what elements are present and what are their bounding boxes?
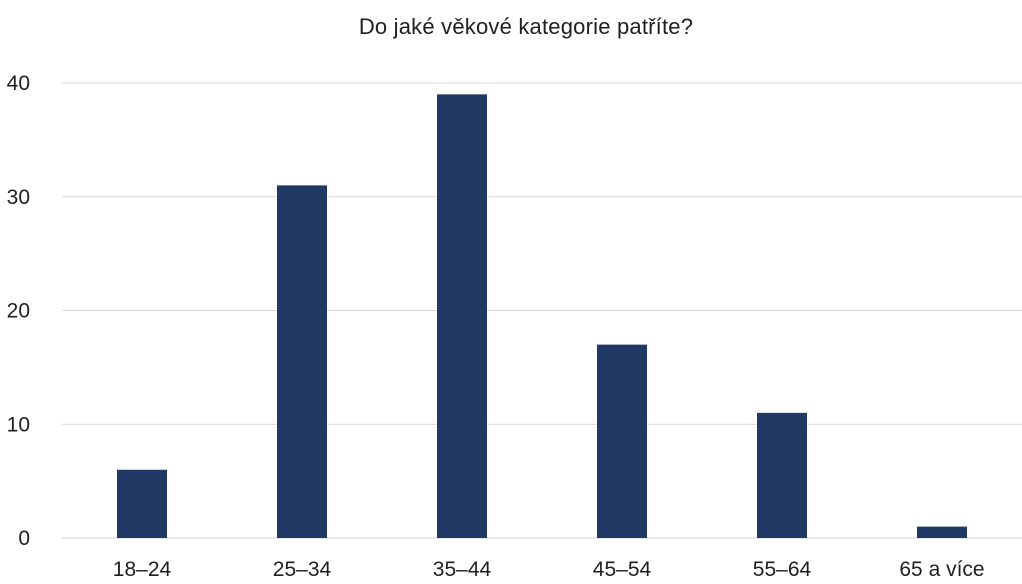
y-tick-label: 30 [7, 186, 30, 209]
x-tick-label: 55–64 [753, 558, 812, 581]
y-tick-label: 10 [7, 413, 30, 436]
y-tick-label: 40 [7, 72, 30, 95]
x-tick-label: 18–24 [113, 558, 172, 581]
bar-4 [757, 412, 807, 538]
y-axis: 0 10 20 30 40 [7, 72, 30, 550]
x-axis: 18–24 25–34 35–44 45–54 55–64 65 a více [113, 558, 985, 581]
x-tick-label: 25–34 [273, 558, 332, 581]
bars [117, 94, 967, 538]
bar-5 [917, 526, 967, 538]
y-tick-label: 0 [18, 527, 30, 550]
bar-0 [117, 469, 167, 538]
y-tick-label: 20 [7, 300, 30, 323]
bar-3 [597, 344, 647, 538]
bar-1 [277, 185, 327, 538]
gridlines [62, 82, 1022, 539]
chart-title: Do jaké věkové kategorie patříte? [358, 14, 694, 39]
x-tick-label: 45–54 [593, 558, 652, 581]
x-tick-label: 35–44 [433, 558, 492, 581]
bar-2 [437, 94, 487, 538]
x-tick-label: 65 a více [899, 558, 984, 581]
